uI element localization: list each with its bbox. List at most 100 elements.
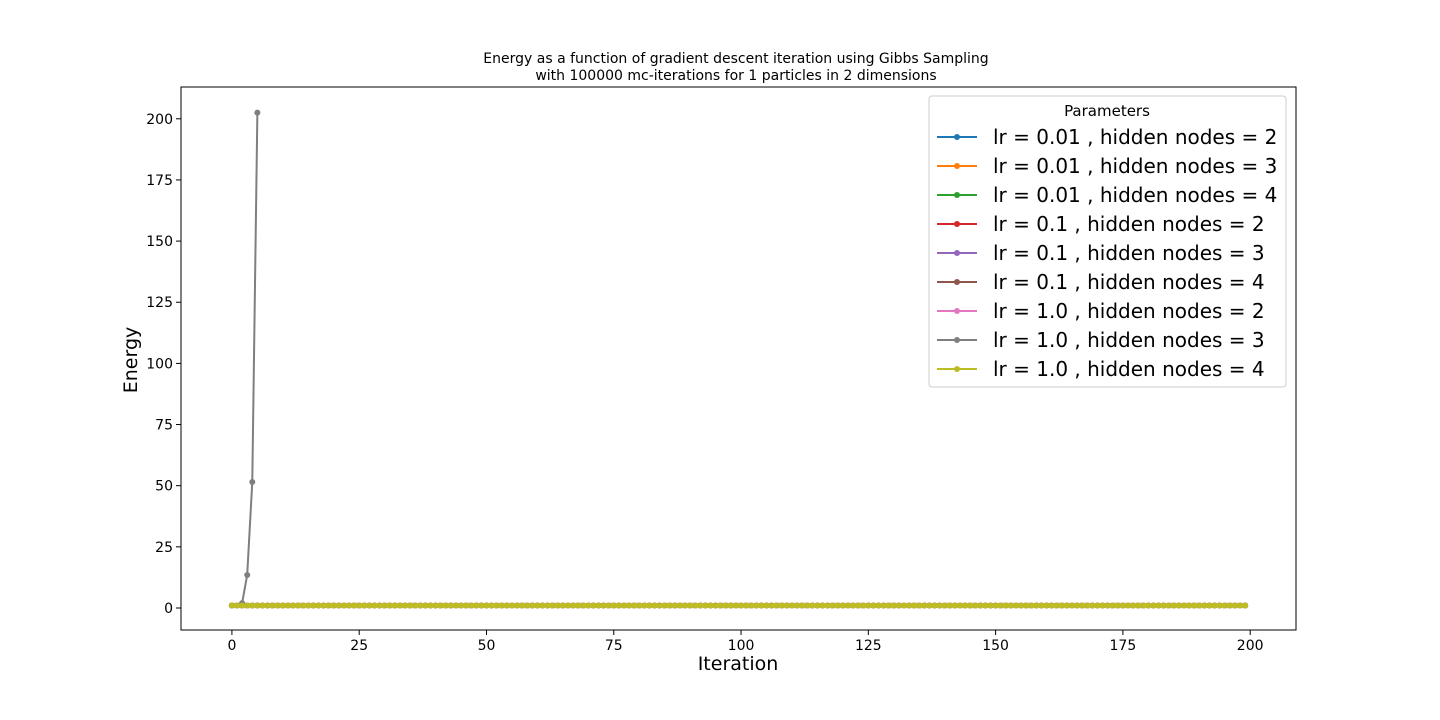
data-point — [1074, 602, 1081, 609]
data-point — [575, 602, 582, 609]
data-point — [651, 602, 658, 609]
data-point — [1099, 602, 1106, 609]
data-point — [1028, 602, 1035, 609]
legend-entry: lr = 0.01 , hidden nodes = 4 — [937, 183, 1277, 207]
data-point — [1186, 602, 1193, 609]
data-point — [239, 602, 246, 609]
data-point — [447, 602, 454, 609]
data-point — [956, 602, 963, 609]
x-tick-label: 125 — [855, 638, 882, 654]
legend-marker — [954, 308, 960, 314]
data-point — [600, 602, 607, 609]
x-tick-label: 150 — [982, 638, 1009, 654]
data-point — [427, 602, 434, 609]
data-point — [839, 602, 846, 609]
data-point — [844, 602, 851, 609]
data-point — [228, 602, 235, 609]
data-point — [951, 602, 958, 609]
data-point — [794, 602, 801, 609]
data-point — [967, 602, 974, 609]
legend-entry: lr = 0.1 , hidden nodes = 3 — [937, 241, 1265, 265]
series-9 — [228, 602, 1249, 609]
legend-marker — [954, 192, 960, 198]
data-point — [661, 602, 668, 609]
data-point — [900, 602, 907, 609]
data-point — [1145, 602, 1152, 609]
legend-label: lr = 0.01 , hidden nodes = 3 — [993, 154, 1277, 178]
data-point — [702, 602, 709, 609]
data-point — [850, 602, 857, 609]
legend-label: lr = 1.0 , hidden nodes = 2 — [993, 299, 1265, 323]
legend-marker — [954, 279, 960, 285]
data-point — [819, 602, 826, 609]
data-point — [412, 602, 419, 609]
data-point — [310, 602, 317, 609]
data-point — [743, 602, 750, 609]
data-point — [687, 602, 694, 609]
y-tick-label: 75 — [155, 418, 173, 434]
data-point — [1135, 602, 1142, 609]
data-point — [544, 602, 551, 609]
y-tick-label: 50 — [155, 479, 173, 495]
data-point — [534, 602, 541, 609]
data-point — [254, 109, 261, 116]
data-point — [753, 602, 760, 609]
data-point — [351, 602, 358, 609]
data-point — [682, 602, 689, 609]
data-point — [814, 602, 821, 609]
y-tick-label: 150 — [146, 234, 173, 250]
data-point — [1170, 602, 1177, 609]
x-tick-label: 175 — [1110, 638, 1137, 654]
data-point — [529, 602, 536, 609]
data-point — [458, 602, 465, 609]
legend-marker — [954, 366, 960, 372]
data-point — [422, 602, 429, 609]
data-point — [1130, 602, 1137, 609]
data-point — [1237, 602, 1243, 609]
legend-marker — [954, 250, 960, 256]
data-point — [646, 602, 653, 609]
data-point — [890, 602, 897, 609]
data-point — [549, 602, 556, 609]
x-tick-label: 75 — [605, 638, 623, 654]
data-point — [712, 602, 719, 609]
chart-subtitle: with 100000 mc-iterations for 1 particle… — [535, 68, 936, 84]
data-point — [636, 602, 643, 609]
data-point — [559, 602, 566, 609]
legend-entry: lr = 0.1 , hidden nodes = 2 — [937, 212, 1265, 236]
data-point — [386, 602, 393, 609]
data-point — [376, 602, 383, 609]
data-point — [717, 602, 724, 609]
data-point — [656, 602, 663, 609]
legend-entry: lr = 1.0 , hidden nodes = 3 — [937, 328, 1265, 352]
data-point — [300, 602, 307, 609]
data-point — [870, 602, 877, 609]
data-point — [972, 602, 979, 609]
data-point — [982, 602, 989, 609]
data-point — [488, 602, 495, 609]
data-point — [483, 602, 490, 609]
data-point — [936, 602, 943, 609]
data-point — [906, 602, 913, 609]
data-point — [783, 602, 790, 609]
data-point — [295, 602, 302, 609]
y-tick-label: 100 — [146, 356, 173, 372]
data-point — [1140, 602, 1147, 609]
data-point — [503, 602, 510, 609]
data-point — [1109, 602, 1116, 609]
data-point — [1018, 602, 1025, 609]
data-point — [615, 602, 622, 609]
legend-label: lr = 0.01 , hidden nodes = 4 — [993, 183, 1277, 207]
data-point — [315, 602, 322, 609]
data-point — [671, 602, 678, 609]
data-point — [1160, 602, 1167, 609]
data-point — [676, 602, 683, 609]
x-axis: 0 25 50 75 100 125 150 175 200 — [227, 630, 1264, 654]
data-point — [274, 602, 281, 609]
data-point — [697, 602, 704, 609]
data-point — [325, 602, 332, 609]
data-point — [417, 602, 424, 609]
data-point — [396, 602, 403, 609]
legend-title: Parameters — [1064, 102, 1150, 120]
data-point — [320, 602, 327, 609]
